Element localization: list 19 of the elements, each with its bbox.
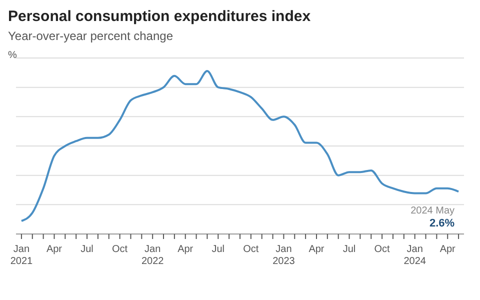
x-tick-label: Apr <box>178 244 194 255</box>
annotation: 2.6% <box>429 218 455 230</box>
x-tick-label: Apr <box>308 244 325 255</box>
x-tick-label: Jan 2022 <box>141 244 164 267</box>
x-tick-label: Jan 2021 <box>10 244 34 267</box>
x-tick-label: Jan 2023 <box>272 244 296 267</box>
annotation: 2024 May <box>410 206 455 217</box>
x-tick-label: Oct <box>374 244 390 255</box>
x-tick-label: Apr <box>46 244 63 255</box>
x-tick-label: Jul <box>80 244 94 255</box>
chart-title: Personal consumption expenditures index <box>8 8 312 26</box>
x-tick-label: Oct <box>112 244 128 255</box>
x-tick-label: Jul <box>342 244 356 255</box>
x-tick-label: Apr <box>440 244 456 255</box>
chart-subtitle: Year-over-year percent change <box>8 28 174 44</box>
x-tick-label: Jan 2024 <box>404 244 426 267</box>
x-tick-label: Jul <box>212 244 225 255</box>
x-tick-label: Oct <box>243 244 259 255</box>
y-axis-title: % <box>8 50 17 61</box>
